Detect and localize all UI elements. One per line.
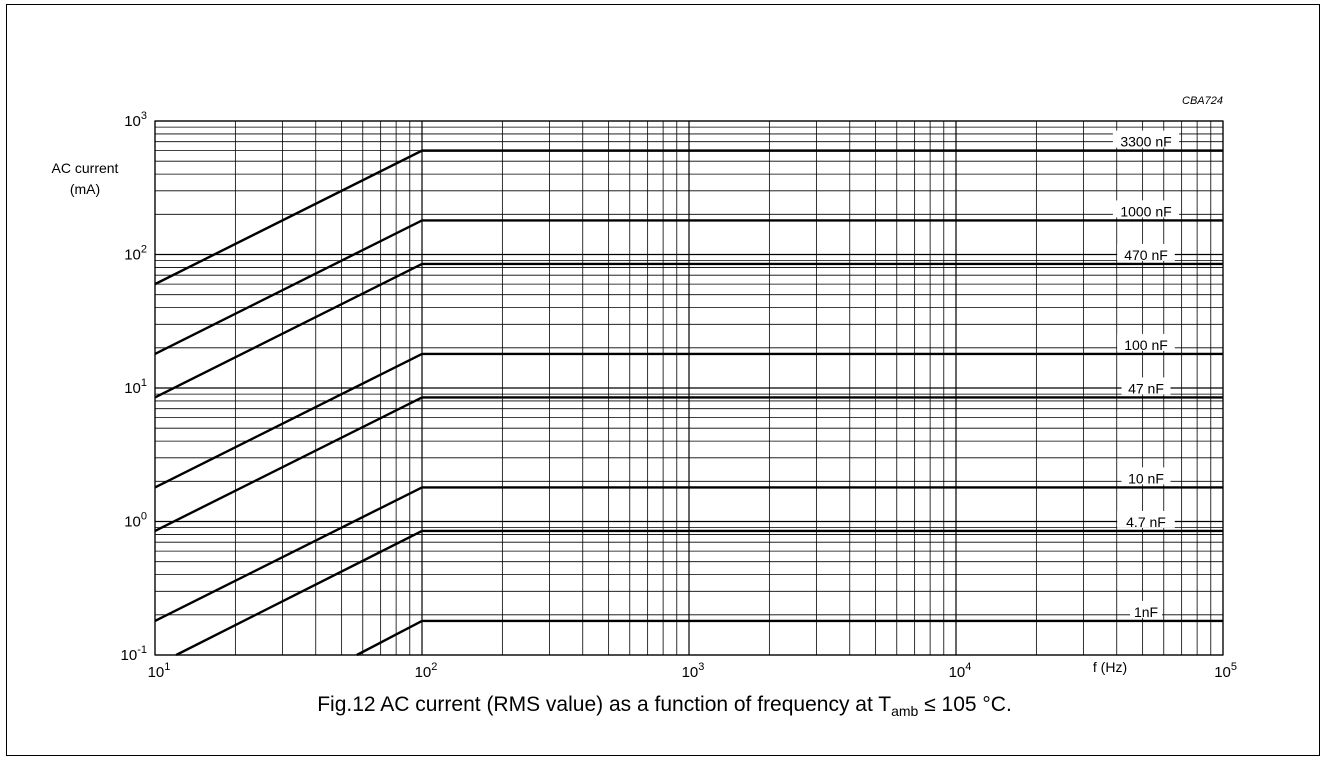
tick-label: 104 xyxy=(949,661,972,681)
caption-subscript: amb xyxy=(891,703,919,720)
series-label-bg xyxy=(1112,130,1180,148)
x-axis-label: f (Hz) xyxy=(1093,659,1127,675)
caption-suffix: ≤ 105 °C. xyxy=(918,693,1012,716)
series-label-bg xyxy=(1117,243,1175,261)
series-label: 1nF xyxy=(1134,604,1158,620)
series-line xyxy=(356,619,1223,657)
tick-label: 100 xyxy=(124,511,147,531)
series-label-bg xyxy=(1112,200,1180,218)
tick-label: 105 xyxy=(1214,661,1237,681)
series-labels: 3300 nF 1000 nF 470 nF 100 nF 47 nF 10 nF 4.7 … xyxy=(1112,130,1180,620)
tick-label: 101 xyxy=(148,661,171,681)
tick-label: 102 xyxy=(124,244,147,264)
series-line xyxy=(154,486,1223,622)
series-label-bg xyxy=(1130,600,1162,618)
series-line xyxy=(154,262,1223,399)
figure-caption: Fig.12 AC current (RMS value) as a funct… xyxy=(0,693,1329,719)
series-label: 470 nF xyxy=(1124,247,1168,263)
tick-label: 101 xyxy=(124,377,147,397)
series-line xyxy=(154,396,1223,532)
series-layer xyxy=(154,149,1223,657)
series-label: 3300 nF xyxy=(1120,134,1171,150)
tick-labels: 101 102 103 104 105 10-1 100 101 102 103 xyxy=(121,110,1237,681)
caption-text: Fig.12 AC current (RMS value) as a funct… xyxy=(317,693,892,716)
tick-label: 103 xyxy=(124,110,147,130)
plot-border xyxy=(154,120,1224,656)
y-axis-label-line1: AC current xyxy=(52,160,119,176)
series-label: 1000 nF xyxy=(1120,203,1171,219)
tick-label: 102 xyxy=(415,661,438,681)
y-axis-label-line2: (mA) xyxy=(70,181,100,197)
series-label-bg xyxy=(1117,510,1175,528)
series-label: 47 nF xyxy=(1128,380,1164,396)
series-label-bg xyxy=(1117,333,1175,351)
figure-frame xyxy=(6,4,1320,756)
series-label: 4.7 nF xyxy=(1126,514,1166,530)
series-label-bg xyxy=(1121,377,1171,395)
series-line xyxy=(154,352,1223,489)
tick-label: 103 xyxy=(682,661,705,681)
series-line xyxy=(154,219,1223,355)
series-line xyxy=(154,149,1223,286)
series-label: 10 nF xyxy=(1128,470,1164,486)
series-label: 100 nF xyxy=(1124,337,1168,353)
grid-major xyxy=(154,120,1224,656)
series-label-bg xyxy=(1121,467,1171,485)
tick-label: 10-1 xyxy=(121,644,147,664)
figure-code: CBA724 xyxy=(1182,95,1223,107)
series-line xyxy=(175,529,1223,657)
